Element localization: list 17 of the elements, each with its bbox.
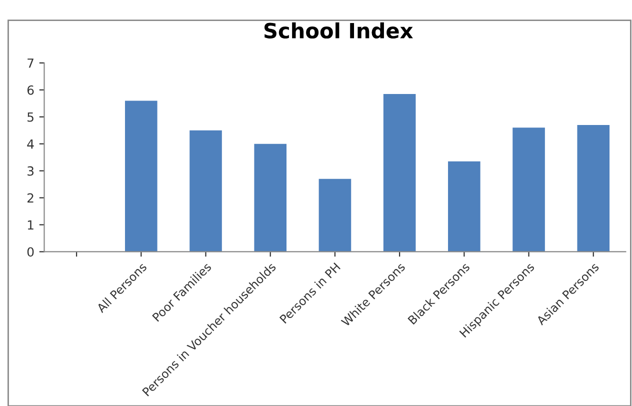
y-tick-label: 4 xyxy=(27,139,34,149)
y-tick-label: 5 xyxy=(28,112,34,122)
y-tick-label: 2 xyxy=(27,193,34,203)
bar xyxy=(318,178,352,252)
bar xyxy=(124,100,158,252)
y-tick-label: 6 xyxy=(27,85,34,95)
y-tick-label: 0 xyxy=(27,247,34,257)
chart-title: School Index xyxy=(264,22,413,39)
bar xyxy=(254,144,287,252)
bar xyxy=(190,130,222,252)
y-tick-label: 1 xyxy=(28,220,34,230)
bar xyxy=(448,161,480,252)
bar xyxy=(577,124,610,252)
bar xyxy=(512,128,545,252)
y-tick-label: 7 xyxy=(28,58,34,68)
y-tick-label: 3 xyxy=(28,166,34,176)
bar xyxy=(383,94,416,252)
